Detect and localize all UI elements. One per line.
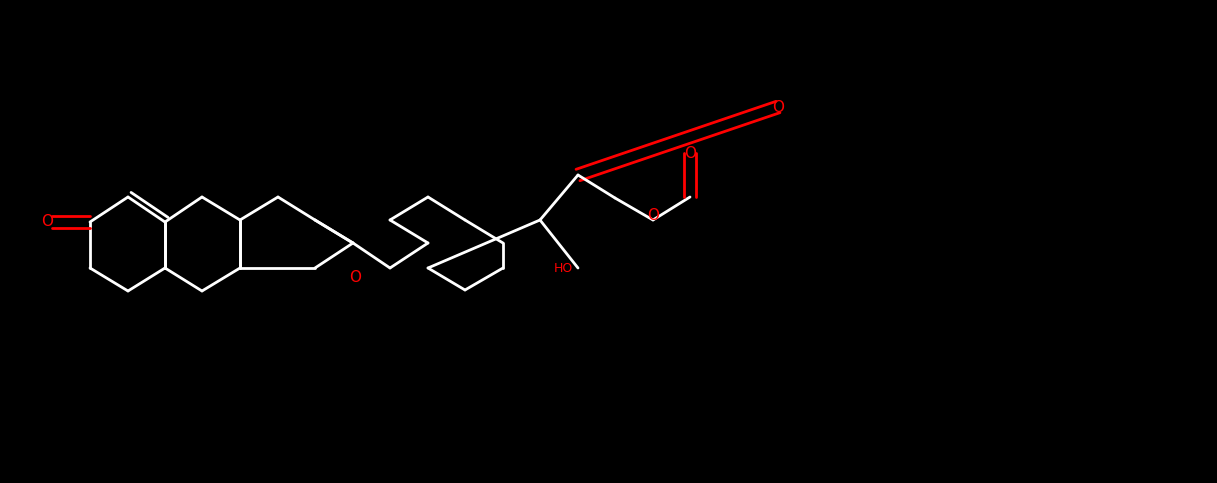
Text: HO: HO: [554, 261, 573, 274]
Text: O: O: [41, 214, 54, 229]
Text: O: O: [684, 145, 696, 160]
Text: O: O: [772, 99, 784, 114]
Text: O: O: [647, 208, 658, 223]
Text: O: O: [349, 270, 361, 285]
